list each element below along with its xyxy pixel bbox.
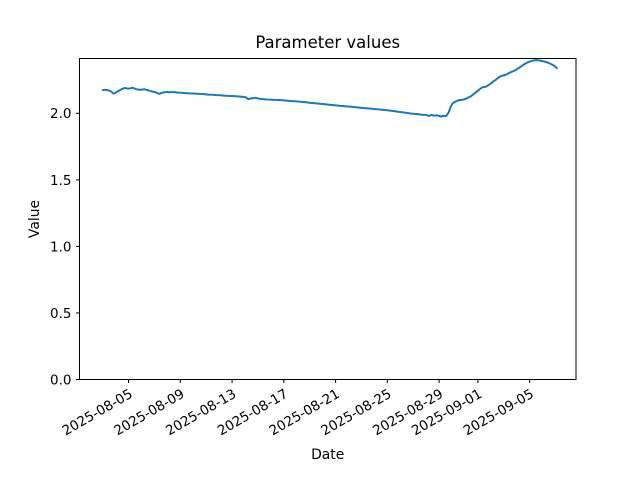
y-axis-ticks: 0.0 0.5 1.0 1.5 2.0 <box>50 106 80 388</box>
x-axis-ticks: 2025-08-052025-08-092025-08-132025-08-17… <box>60 379 537 439</box>
chart-title: Parameter values <box>255 33 400 52</box>
axes-spines <box>79 58 577 380</box>
y-tick-label: 2.0 <box>50 106 71 122</box>
parameter-line <box>101 59 558 118</box>
y-tick-label: 1.0 <box>50 239 71 255</box>
y-tick-label: 1.5 <box>50 173 71 189</box>
plot-frame <box>79 58 577 380</box>
y-tick-label: 0.5 <box>50 306 71 322</box>
y-tick-label: 0.0 <box>50 372 71 388</box>
y-axis-label: Value <box>27 200 43 238</box>
x-axis-label: Date <box>311 447 344 463</box>
data-series <box>101 59 558 118</box>
